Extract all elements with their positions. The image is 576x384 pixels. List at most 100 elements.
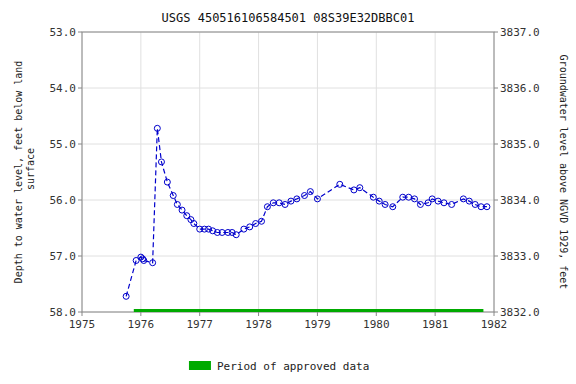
x-tick-label: 1977: [186, 318, 213, 331]
y2-tick: [494, 88, 498, 89]
plot-frame: [82, 32, 494, 312]
y-axis-label-line: Depth to water level, feet below land: [13, 61, 24, 284]
series-marker: [472, 201, 478, 207]
y-tick-label: 58.0: [50, 306, 77, 319]
y-tick: [78, 144, 82, 145]
y2-tick-label: 3834.0: [500, 194, 540, 207]
y2-tick-label: 3832.0: [500, 306, 540, 319]
y2-tick: [494, 32, 498, 33]
series-marker: [219, 229, 225, 235]
series-marker: [174, 201, 180, 207]
title: USGS 450516106584501 08S39E32DBBC01: [162, 11, 415, 25]
y-tick: [78, 88, 82, 89]
x-tick-label: 1979: [304, 318, 331, 331]
series-marker: [264, 204, 270, 210]
y-tick: [78, 32, 82, 33]
series-marker: [370, 194, 376, 200]
y2-tick-label: 3833.0: [500, 250, 540, 263]
x-tick-label: 1982: [481, 318, 508, 331]
series-marker: [158, 159, 164, 165]
chart: 1975197619771978197919801981198253.054.0…: [0, 0, 576, 384]
series-marker: [412, 196, 418, 202]
series-marker: [154, 125, 160, 131]
legend: Period of approved data: [189, 360, 369, 373]
y-tick-label: 54.0: [50, 82, 77, 95]
y-tick-label: 57.0: [50, 250, 77, 263]
series-marker: [449, 201, 455, 207]
series-marker: [270, 200, 276, 206]
x-grid-line: [199, 32, 200, 312]
y-tick: [78, 312, 82, 313]
series-marker: [466, 198, 472, 204]
series-marker: [337, 181, 343, 187]
series-marker: [406, 194, 412, 200]
legend-label: Period of approved data: [217, 360, 369, 373]
y-tick-label: 55.0: [50, 138, 77, 151]
x-tick: [199, 312, 200, 316]
series-marker: [400, 194, 406, 200]
y2-tick-label: 3837.0: [500, 26, 540, 39]
y-axis-label: Depth to water level, feet below land su…: [13, 61, 36, 284]
series-marker: [357, 185, 363, 191]
x-tick: [82, 312, 83, 316]
series-marker: [441, 200, 447, 206]
y2-axis-label: Groundwater level above NGVD 1929, feet: [558, 55, 569, 290]
y2-tick: [494, 312, 498, 313]
series-marker: [170, 193, 176, 199]
series-marker: [382, 201, 388, 207]
series-marker: [429, 196, 435, 202]
series-marker: [288, 198, 294, 204]
series-marker: [259, 218, 265, 224]
series-marker: [141, 257, 147, 263]
x-grid-line: [258, 32, 259, 312]
series-marker: [376, 198, 382, 204]
y2-tick-label: 3835.0: [500, 138, 540, 151]
series-marker: [417, 201, 423, 207]
series-marker: [150, 260, 156, 266]
y2-tick: [494, 144, 498, 145]
series-marker: [460, 196, 466, 202]
y-tick-label: 53.0: [50, 26, 77, 39]
x-tick: [140, 312, 141, 316]
series-marker: [484, 204, 490, 210]
x-tick: [376, 312, 377, 316]
x-tick-label: 1978: [245, 318, 272, 331]
y-tick-label: 56.0: [50, 194, 77, 207]
y-axis-label-line: surface: [25, 148, 36, 196]
approved-period-bar: [134, 309, 484, 312]
plot-background: [82, 32, 494, 312]
y2-tick: [494, 200, 498, 201]
axes: 1975197619771978197919801981198253.054.0…: [50, 26, 540, 331]
series-marker: [191, 221, 197, 227]
series-marker: [247, 224, 253, 230]
series-marker: [123, 293, 129, 299]
series-marker: [233, 232, 239, 238]
y-grid-line: [82, 144, 494, 145]
x-tick: [258, 312, 259, 316]
x-tick: [317, 312, 318, 316]
series-marker: [294, 196, 300, 202]
x-grid-line: [376, 32, 377, 312]
series-marker: [164, 179, 170, 185]
series-marker: [253, 221, 259, 227]
series-marker: [314, 196, 320, 202]
x-tick-label: 1975: [69, 318, 96, 331]
series-line: [126, 128, 487, 296]
x-grid-line: [435, 32, 436, 312]
y-tick: [78, 256, 82, 257]
y2-tick: [494, 256, 498, 257]
series-marker: [351, 187, 357, 193]
series-marker: [390, 204, 396, 210]
y-grid-line: [82, 88, 494, 89]
series-marker: [276, 200, 282, 206]
grid: [82, 32, 494, 312]
x-grid-line: [140, 32, 141, 312]
series-marker: [307, 189, 313, 195]
x-tick-label: 1980: [363, 318, 390, 331]
series-marker: [241, 226, 247, 232]
series-marker: [478, 204, 484, 210]
data: [123, 125, 490, 312]
legend-swatch: [189, 361, 211, 370]
y2-tick-label: 3836.0: [500, 82, 540, 95]
x-grid-line: [317, 32, 318, 312]
